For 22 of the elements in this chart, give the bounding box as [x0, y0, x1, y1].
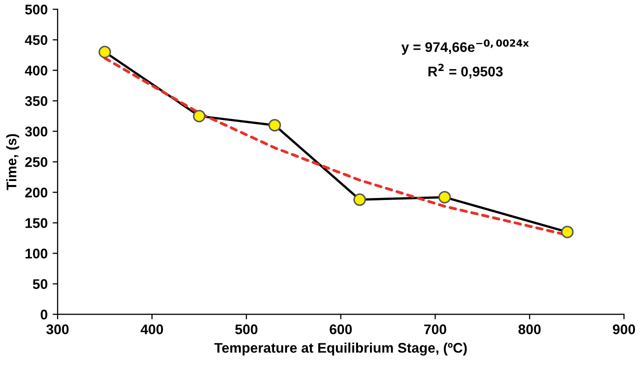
x-tick-label: 800 — [518, 324, 541, 334]
annotation: y = 974,66e$^{−0,0024x}$ — [401, 39, 529, 55]
x-tick-label: 600 — [330, 324, 352, 334]
y-tick-label: 50 — [32, 279, 48, 290]
y-tick-label: 150 — [26, 218, 48, 228]
y-tick-label: 450 — [24, 35, 48, 45]
y-tick-label: 250 — [25, 157, 48, 167]
annotation: R$^{2}$ = 0,9503 — [428, 64, 503, 78]
y-tick-label: 100 — [26, 248, 48, 258]
y-tick-label: 500 — [25, 4, 48, 14]
x-tick-label: 500 — [235, 324, 258, 334]
y-tick-label: 200 — [25, 188, 48, 198]
x-tick-label: 900 — [612, 324, 636, 334]
y-tick-label: 300 — [25, 126, 48, 137]
x-tick-label: 300 — [46, 324, 69, 334]
y-tick-label: 400 — [24, 66, 48, 76]
y-axis-title: Time, (s) — [6, 134, 20, 190]
x-tick-label: 400 — [140, 324, 164, 334]
x-axis-title: Temperature at Equilibrium Stage, (ºC) — [214, 342, 467, 356]
x-tick-label: 700 — [424, 324, 446, 334]
y-tick-label: 350 — [25, 96, 48, 106]
y-tick-label: 0 — [40, 310, 48, 320]
